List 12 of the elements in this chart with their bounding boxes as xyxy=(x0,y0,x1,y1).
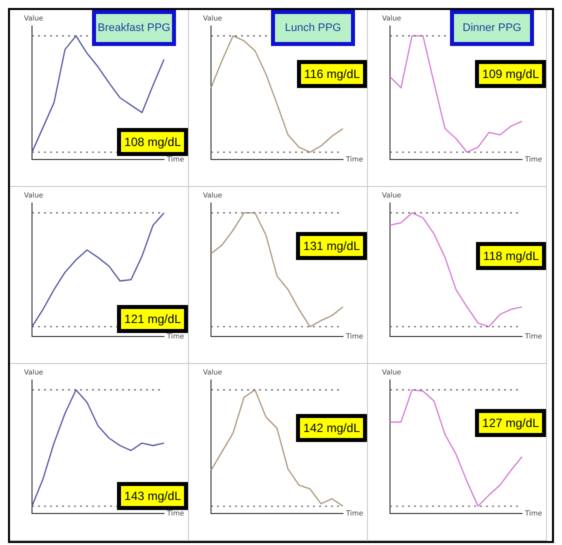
note-box: 116 mg/dL xyxy=(297,60,367,88)
note-box: 121 mg/dL xyxy=(117,305,188,333)
title-box: Breakfast PPG xyxy=(92,10,176,46)
note-box: 131 mg/dL xyxy=(296,232,367,260)
note-box: 143 mg/dL xyxy=(117,482,188,510)
note-box: 109 mg/dL xyxy=(475,60,546,88)
title-box: Dinner PPG xyxy=(450,10,534,46)
note-box: 118 mg/dL xyxy=(476,242,546,270)
title-box: Lunch PPG xyxy=(271,10,355,46)
note-box: 142 mg/dL xyxy=(296,414,367,442)
note-box: 127 mg/dL xyxy=(475,409,546,437)
note-box: 108 mg/dL xyxy=(117,128,188,156)
